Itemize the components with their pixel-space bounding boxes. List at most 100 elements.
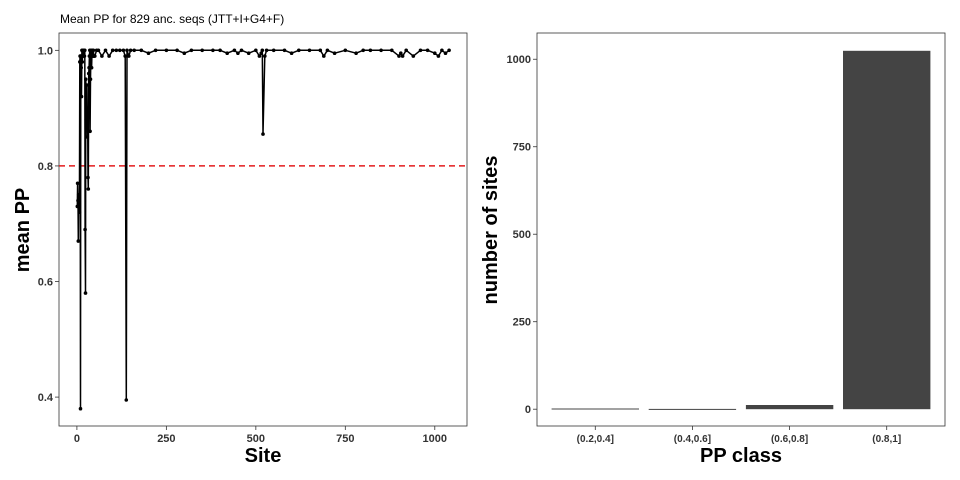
- series-line: [76, 49, 450, 410]
- data-point: [260, 48, 265, 53]
- chart-title: Mean PP for 829 anc. seqs (JTT+I+G4+F): [60, 12, 284, 26]
- data-point: [254, 48, 258, 53]
- y-axis-title-right: number of sites: [480, 156, 502, 305]
- data-point: [88, 129, 92, 134]
- data-point: [146, 51, 151, 55]
- data-point: [89, 65, 94, 70]
- data-point: [85, 135, 90, 139]
- data-point: [139, 48, 144, 53]
- data-point: [100, 54, 104, 58]
- data-point: [404, 48, 409, 53]
- data-point: [107, 54, 111, 58]
- left-axis-ticks: 0 250 500 750 1000 0.4 0.6 0.8 1.0: [38, 45, 447, 445]
- data-point: [232, 48, 237, 53]
- data-point: [164, 48, 169, 53]
- data-point: [75, 181, 80, 186]
- data-point: [83, 291, 88, 295]
- data-point: [123, 54, 127, 58]
- x-tick-label: 250: [157, 433, 175, 445]
- data-point: [390, 48, 394, 53]
- data-point: [78, 406, 83, 411]
- bar: [843, 50, 931, 410]
- data-point: [85, 83, 89, 87]
- data-point: [91, 48, 96, 53]
- data-point: [77, 204, 81, 209]
- data-point: [322, 54, 326, 58]
- x-tick-label: 500: [247, 433, 265, 445]
- data-point: [84, 77, 88, 81]
- data-point: [103, 48, 108, 53]
- x-tick-label: 0: [74, 433, 80, 445]
- data-point: [79, 65, 83, 70]
- y-tick-label: 0.6: [38, 277, 53, 289]
- data-point: [79, 94, 84, 99]
- x-tick-label: (0.4,0.6]: [674, 434, 711, 445]
- data-point: [368, 48, 373, 53]
- data-point: [271, 48, 276, 53]
- data-point: [325, 48, 330, 53]
- data-point: [132, 48, 136, 53]
- data-point: [433, 51, 437, 55]
- data-point: [200, 48, 204, 53]
- x-axis-title: Site: [245, 445, 282, 467]
- data-point: [86, 71, 91, 76]
- data-point: [86, 187, 91, 191]
- data-point: [264, 48, 269, 53]
- data-point: [76, 198, 80, 203]
- data-point: [289, 51, 294, 55]
- line-chart-panel: Mean PP for 829 anc. seqs (JTT+I+G4+F) 0…: [12, 12, 468, 467]
- x-axis-title-right: PP class: [700, 445, 782, 467]
- data-point: [263, 54, 267, 58]
- data-point: [93, 54, 97, 58]
- bar-chart-panel: 0 250 500 750 1000 (0.2,0.4] (0.4,0.6] (0.6,0.8…: [480, 32, 946, 467]
- data-point: [118, 48, 122, 53]
- data-point: [84, 117, 88, 122]
- y-tick-label: 500: [513, 229, 531, 241]
- data-point: [239, 48, 244, 53]
- bar: [745, 405, 834, 410]
- y-axis-title: mean PP: [12, 188, 34, 272]
- data-point: [259, 51, 264, 55]
- y-tick-label: 0: [525, 404, 531, 416]
- data-point: [76, 239, 81, 243]
- data-point: [218, 48, 222, 53]
- data-point: [86, 175, 90, 180]
- data-point: [361, 48, 366, 53]
- plot-area-frame: [58, 32, 468, 427]
- data-point: [76, 193, 81, 197]
- data-point: [96, 48, 101, 53]
- data-point: [246, 51, 251, 55]
- data-point: [399, 51, 403, 55]
- data-point: [440, 48, 444, 53]
- y-tick-label: 1.0: [38, 45, 53, 57]
- y-tick-label: 0.4: [38, 392, 54, 404]
- data-point: [425, 48, 430, 53]
- data-point: [88, 77, 93, 81]
- data-point: [78, 60, 82, 64]
- bar: [551, 408, 639, 410]
- data-point: [85, 106, 90, 110]
- plot-area-frame-right: [536, 32, 946, 427]
- data-point: [110, 48, 115, 53]
- y-tick-label: 1000: [507, 54, 531, 66]
- data-point: [332, 51, 337, 55]
- data-point: [128, 48, 133, 53]
- data-point: [84, 123, 89, 128]
- data-point: [114, 48, 119, 53]
- y-tick-label: 250: [513, 317, 531, 329]
- data-point: [182, 51, 187, 55]
- data-point: [443, 51, 448, 55]
- data-point: [436, 54, 441, 58]
- data-point: [124, 398, 129, 402]
- data-point: [400, 54, 405, 58]
- data-point: [343, 48, 348, 53]
- data-point: [297, 48, 301, 53]
- x-tick-label: (0.8,1]: [872, 434, 901, 445]
- bar: [648, 408, 737, 410]
- data-point: [175, 48, 179, 53]
- mean-pp-series: [75, 48, 451, 411]
- data-point: [354, 51, 358, 55]
- x-tick-label: (0.6,0.8]: [771, 434, 808, 445]
- pp-class-bars: [551, 50, 931, 410]
